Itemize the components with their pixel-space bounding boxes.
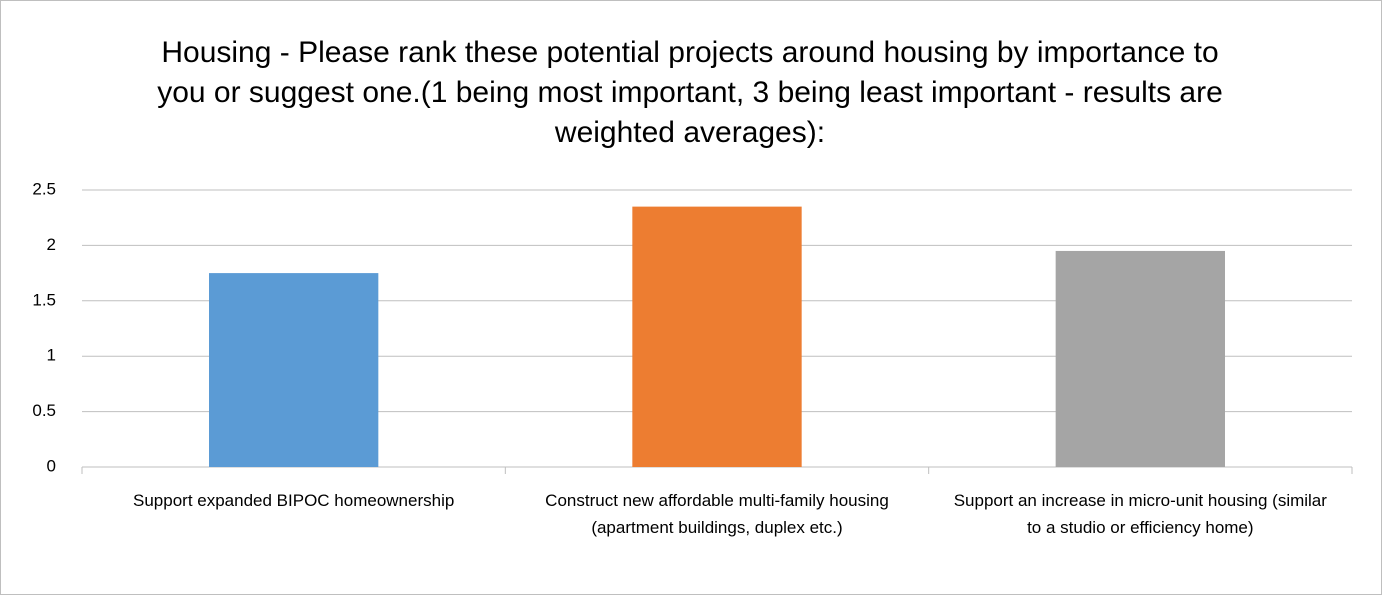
bar	[632, 206, 802, 467]
bar	[1055, 250, 1225, 467]
y-tick-label: 2	[47, 235, 56, 254]
chart-title: Housing - Please rank these potential pr…	[157, 36, 1223, 149]
y-tick-label: 0.5	[32, 401, 56, 420]
y-tick-label: 1.5	[32, 290, 56, 309]
y-tick-label: 2.5	[32, 179, 56, 198]
bar	[209, 273, 379, 467]
x-tick-label: Support expanded BIPOC homeownership	[133, 491, 455, 510]
x-tick-label: Construct new affordable multi-family ho…	[545, 491, 889, 537]
y-tick-label: 1	[47, 346, 56, 365]
y-tick-label: 0	[47, 456, 56, 475]
x-tick-label: Support an increase in micro-unit housin…	[953, 491, 1327, 537]
